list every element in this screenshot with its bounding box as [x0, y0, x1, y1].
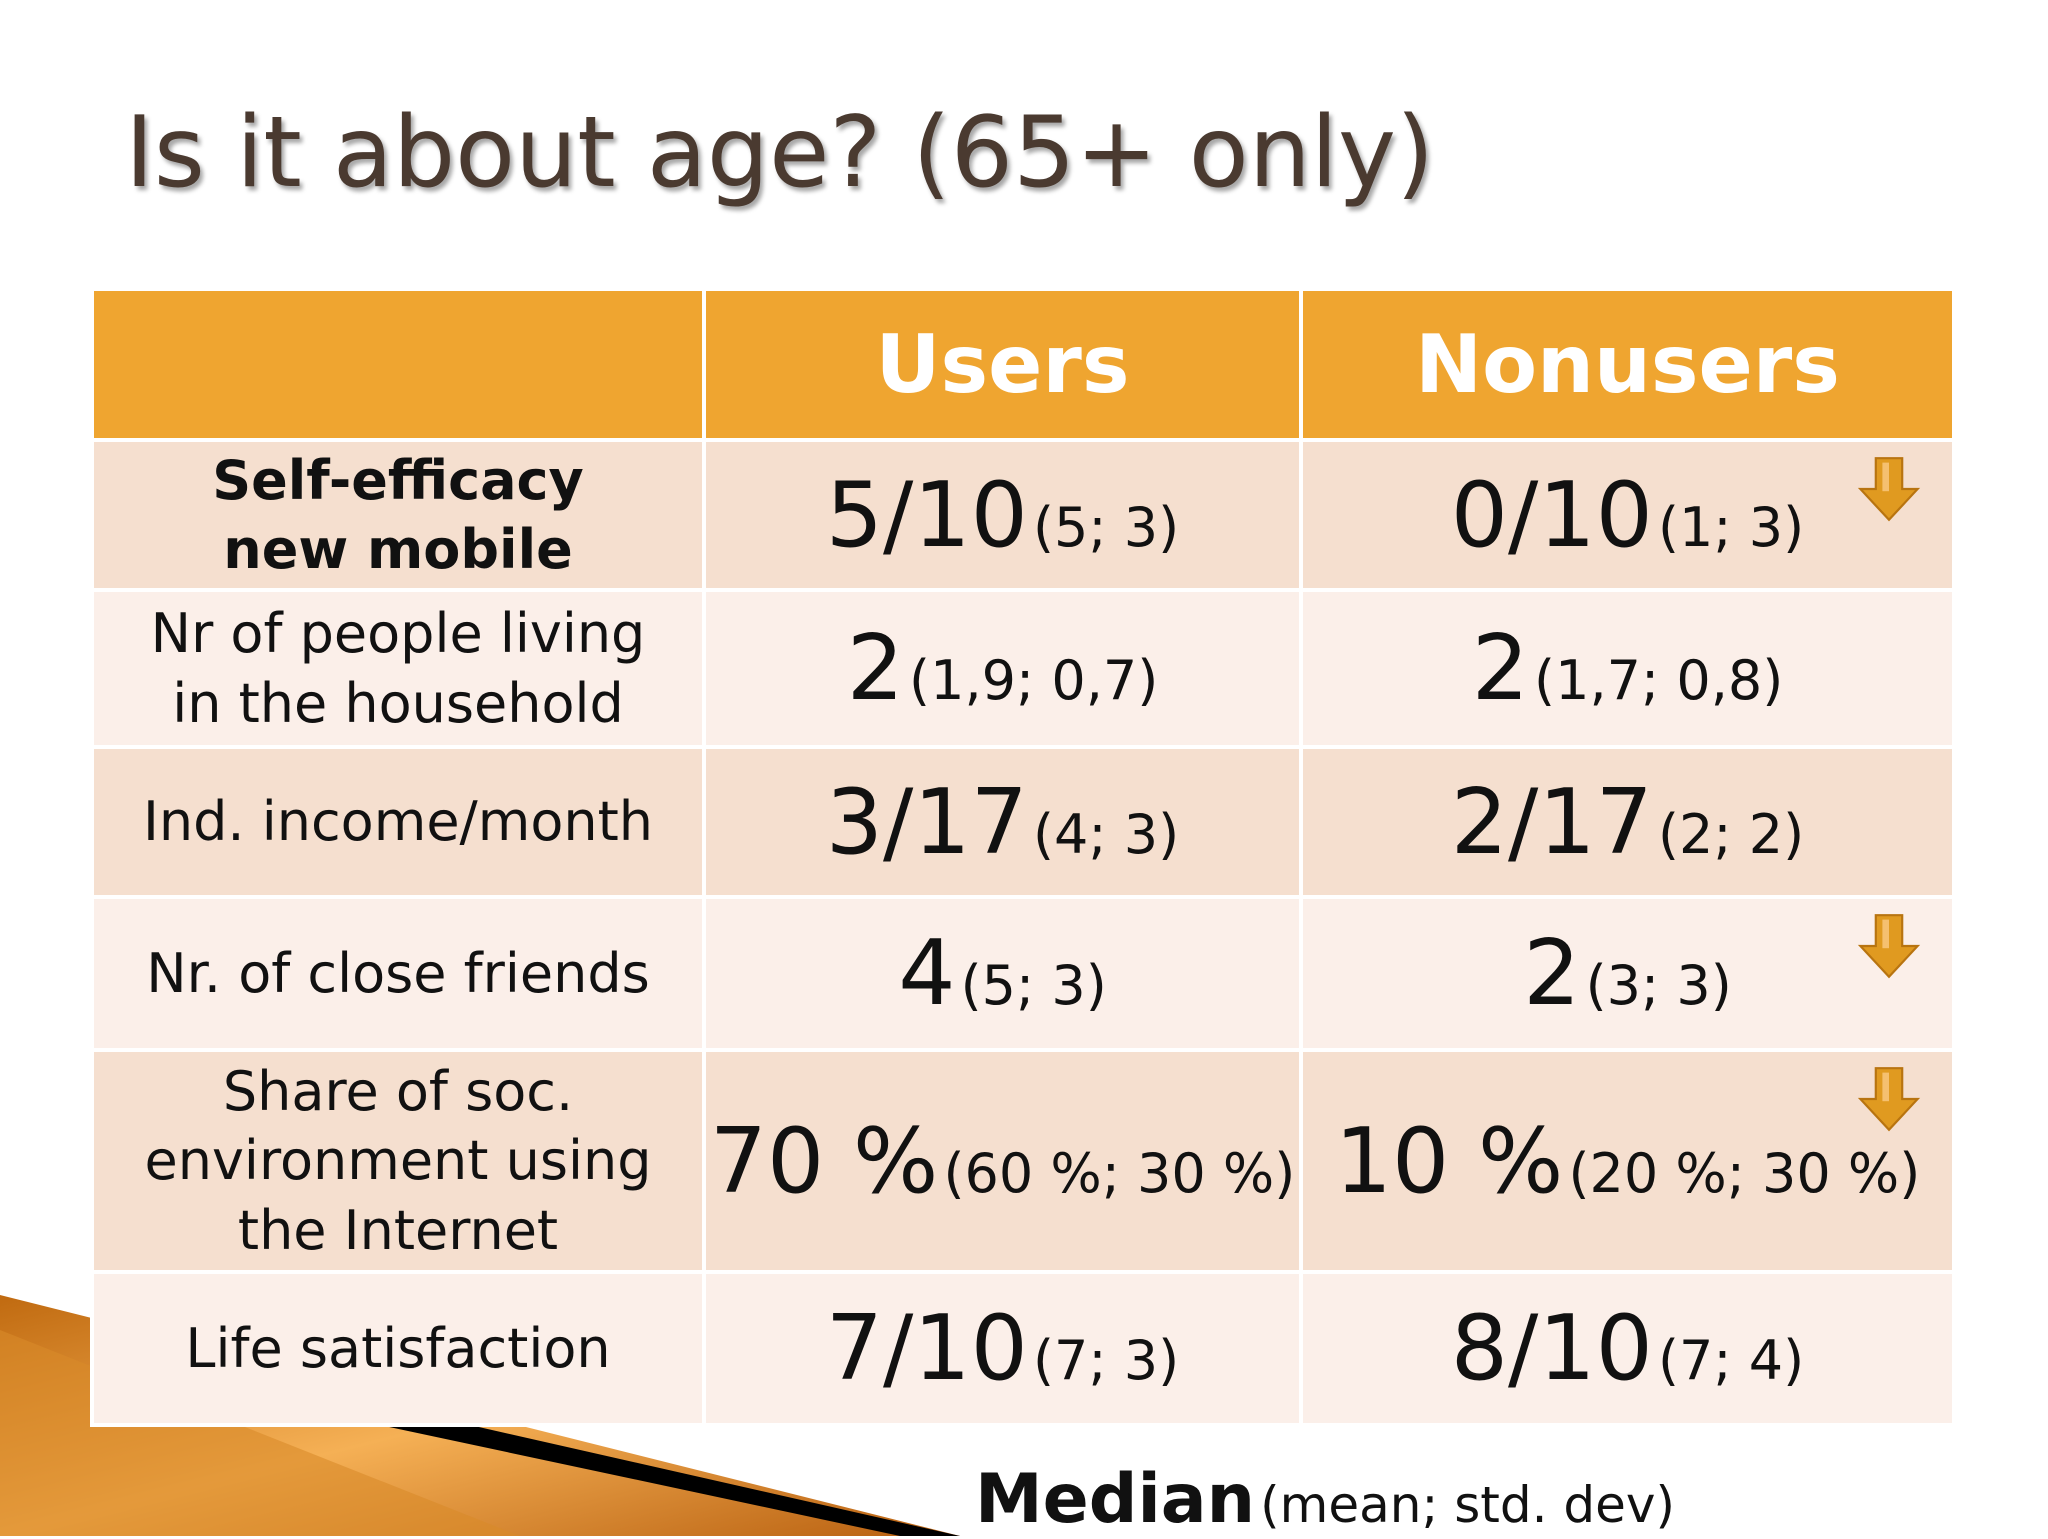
nonusers-value: 8/10 (7; 4): [1299, 1270, 1956, 1427]
nonusers-main-value: 0/10: [1450, 462, 1653, 568]
users-value: 4 (5; 3): [702, 895, 1303, 1052]
users-sub-value: (1,9; 0,7): [909, 649, 1159, 712]
nonusers-main-value: 2/17: [1450, 769, 1653, 875]
nonusers-main-value: 10 %: [1334, 1108, 1564, 1214]
users-main-value: 70 %: [709, 1108, 939, 1214]
users-sub-value: (4; 3): [1032, 802, 1180, 866]
table-row: Ind. income/month 3/17 (4; 3) 2/17 (2; 2…: [90, 745, 1956, 899]
header-nonusers: Nonusers: [1299, 287, 1956, 442]
down-arrow-icon: [1857, 457, 1921, 522]
nonusers-sub-value: (1,7; 0,8): [1534, 649, 1784, 712]
footer-median: Median: [975, 1460, 1256, 1539]
users-sub-value: (60 %; 30 %): [943, 1141, 1296, 1205]
users-sub-value: (7; 3): [1032, 1329, 1180, 1392]
table-row: Life satisfaction 7/10 (7; 3) 8/10 (7; 4…: [90, 1270, 1956, 1427]
users-sub-value: (5; 3): [1032, 495, 1180, 559]
row-label: Nr of people living in the household: [90, 588, 706, 749]
page-title: Is it about age? (65+ only): [125, 96, 1435, 210]
down-arrow-icon: [1857, 914, 1921, 979]
header-empty: [90, 287, 706, 442]
nonusers-sub-value: (3; 3): [1585, 954, 1732, 1017]
row-label: Self-efficacy new mobile: [90, 438, 706, 592]
nonusers-sub-value: (1; 3): [1657, 495, 1805, 559]
row-label: Nr. of close friends: [90, 895, 706, 1052]
down-arrow-icon: [1857, 1067, 1921, 1132]
users-main-value: 3/17: [825, 769, 1028, 875]
nonusers-main-value: 2: [1523, 921, 1581, 1026]
footer-detail: (mean; std. dev): [1260, 1476, 1675, 1534]
nonusers-value: 2 (1,7; 0,8): [1299, 588, 1956, 749]
row-label: Life satisfaction: [90, 1270, 706, 1427]
comparison-table: Users Nonusers Self-efficacy new mobile …: [90, 287, 1956, 1427]
row-label: Ind. income/month: [90, 745, 706, 899]
users-value: 3/17 (4; 3): [702, 745, 1303, 899]
nonusers-sub-value: (20 %; 30 %): [1568, 1141, 1921, 1205]
users-main-value: 2: [846, 616, 904, 721]
users-value: 5/10 (5; 3): [702, 438, 1303, 592]
nonusers-value: 0/10 (1; 3): [1299, 438, 1956, 592]
nonusers-main-value: 8/10: [1450, 1296, 1653, 1401]
nonusers-value: 2/17 (2; 2): [1299, 745, 1956, 899]
row-label: Share of soc. environment using the Inte…: [90, 1048, 706, 1274]
nonusers-value: 2 (3; 3): [1299, 895, 1956, 1052]
table-row: Nr of people living in the household 2 (…: [90, 588, 1956, 749]
users-value: 70 % (60 %; 30 %): [702, 1048, 1303, 1274]
nonusers-sub-value: (2; 2): [1657, 802, 1805, 866]
nonusers-sub-value: (7; 4): [1657, 1329, 1805, 1392]
table-row: Share of soc. environment using the Inte…: [90, 1048, 1956, 1274]
table-row: Self-efficacy new mobile 5/10 (5; 3) 0/1…: [90, 438, 1956, 592]
nonusers-value: 10 % (20 %; 30 %): [1299, 1048, 1956, 1274]
footer-note: Median (mean; std. dev): [975, 1460, 1675, 1539]
table-row: Nr. of close friends 4 (5; 3) 2 (3; 3): [90, 895, 1956, 1052]
users-value: 7/10 (7; 3): [702, 1270, 1303, 1427]
users-value: 2 (1,9; 0,7): [702, 588, 1303, 749]
nonusers-main-value: 2: [1471, 616, 1529, 721]
users-main-value: 4: [898, 921, 956, 1026]
users-sub-value: (5; 3): [960, 954, 1107, 1017]
users-main-value: 7/10: [825, 1296, 1028, 1401]
header-row: Users Nonusers: [90, 287, 1956, 442]
header-users: Users: [702, 287, 1303, 442]
users-main-value: 5/10: [825, 462, 1028, 568]
